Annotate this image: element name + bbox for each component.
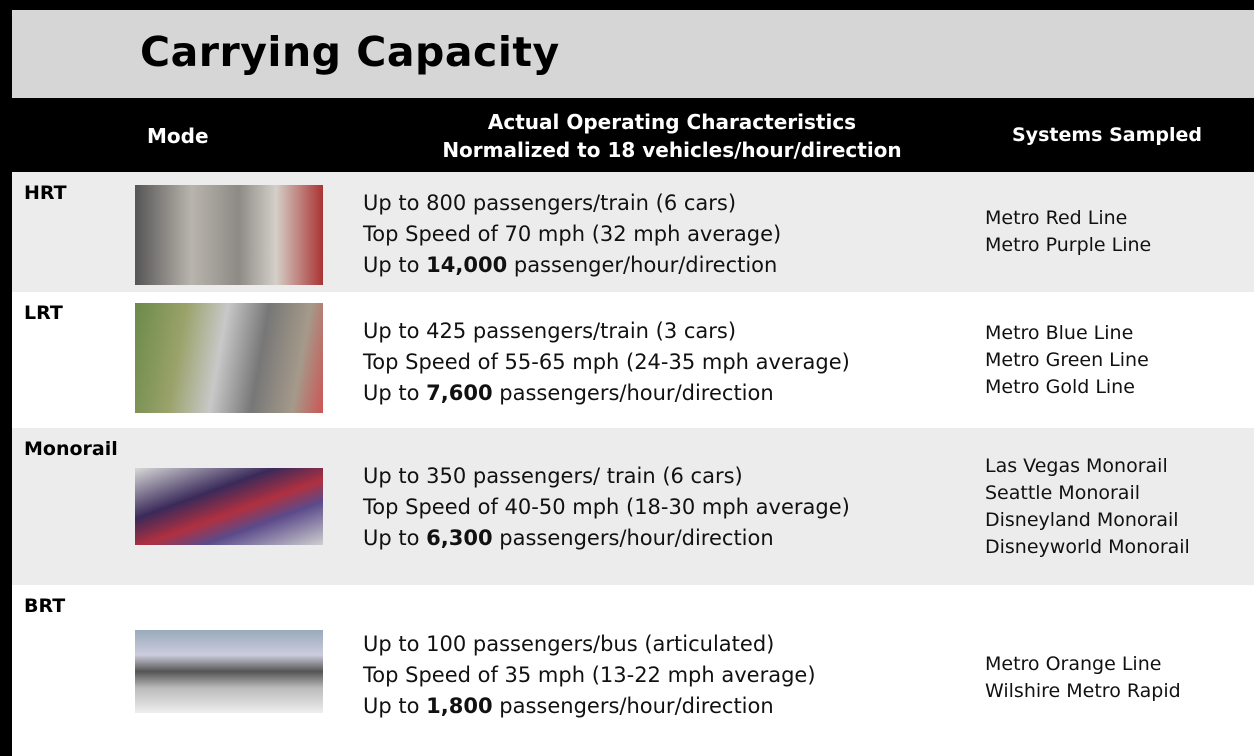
capacity-line: Up to 7,600 passengers/hour/direction bbox=[363, 378, 850, 409]
mode-label: Monorail bbox=[24, 438, 118, 460]
characteristic-line: Top Speed of 70 mph (32 mph average) bbox=[363, 222, 782, 246]
capacity-line: Up to 1,800 passengers/hour/direction bbox=[363, 691, 816, 722]
system-name: Wilshire Metro Rapid bbox=[985, 680, 1181, 702]
capacity-suffix: passenger/hour/direction bbox=[507, 253, 778, 277]
title: Carrying Capacity bbox=[140, 28, 560, 76]
capacity-suffix: passengers/hour/direction bbox=[492, 694, 774, 718]
characteristics: Up to 800 passengers/train (6 cars) Top S… bbox=[363, 188, 781, 281]
characteristic-line: Up to 350 passengers/ train (6 cars) bbox=[363, 464, 743, 488]
characteristic-line: Top Speed of 35 mph (13-22 mph average) bbox=[363, 663, 816, 687]
capacity-suffix: passengers/hour/direction bbox=[492, 526, 774, 550]
header-mode: Mode bbox=[147, 124, 209, 148]
system-name: Metro Orange Line bbox=[985, 653, 1162, 675]
systems-list: Metro Orange Line Wilshire Metro Rapid bbox=[985, 651, 1181, 705]
system-name: Metro Blue Line bbox=[985, 322, 1134, 344]
capacity-prefix: Up to bbox=[363, 526, 427, 550]
capacity-value: 1,800 bbox=[426, 694, 493, 718]
capacity-value: 14,000 bbox=[426, 253, 508, 277]
capacity-prefix: Up to bbox=[363, 381, 427, 405]
capacity-suffix: passengers/hour/direction bbox=[492, 381, 774, 405]
vehicle-photo bbox=[135, 185, 323, 285]
characteristics: Up to 100 passengers/bus (articulated) To… bbox=[363, 629, 816, 722]
system-name: Disneyworld Monorail bbox=[985, 536, 1190, 558]
title-band bbox=[12, 10, 1254, 98]
characteristic-line: Up to 800 passengers/train (6 cars) bbox=[363, 191, 737, 215]
system-name: Metro Purple Line bbox=[985, 234, 1152, 256]
frame bbox=[0, 0, 1254, 10]
header-line: Normalized to 18 vehicles/hour/direction bbox=[442, 138, 902, 162]
vehicle-photo bbox=[135, 630, 323, 713]
table-header: Mode Actual Operating Characteristics No… bbox=[12, 98, 1254, 172]
header-systems: Systems Sampled bbox=[1012, 124, 1202, 146]
characteristic-line: Top Speed of 55-65 mph (24-35 mph averag… bbox=[363, 350, 850, 374]
system-name: Las Vegas Monorail bbox=[985, 455, 1168, 477]
systems-list: Metro Blue Line Metro Green Line Metro Gol… bbox=[985, 320, 1149, 401]
mode-label: BRT bbox=[24, 595, 66, 617]
capacity-value: 7,600 bbox=[426, 381, 493, 405]
mode-label: LRT bbox=[24, 302, 63, 324]
characteristics: Up to 350 passengers/ train (6 cars) Top … bbox=[363, 461, 850, 554]
table-row: Monorail Up to 350 passengers/ train (6 c… bbox=[12, 428, 1254, 585]
system-name: Metro Red Line bbox=[985, 207, 1128, 229]
systems-list: Las Vegas Monorail Seattle Monorail Disney… bbox=[985, 453, 1190, 561]
system-name: Metro Gold Line bbox=[985, 376, 1135, 398]
capacity-line: Up to 14,000 passenger/hour/direction bbox=[363, 250, 781, 281]
header-line: Actual Operating Characteristics bbox=[487, 110, 857, 134]
vehicle-photo bbox=[135, 468, 323, 545]
characteristic-line: Up to 425 passengers/train (3 cars) bbox=[363, 319, 737, 343]
vehicle-photo bbox=[135, 303, 323, 413]
frame bbox=[0, 0, 12, 756]
capacity-prefix: Up to bbox=[363, 253, 427, 277]
characteristic-line: Up to 100 passengers/bus (articulated) bbox=[363, 632, 775, 656]
systems-list: Metro Red Line Metro Purple Line bbox=[985, 205, 1151, 259]
header-characteristics: Actual Operating Characteristics Normali… bbox=[372, 108, 972, 164]
capacity-prefix: Up to bbox=[363, 694, 427, 718]
system-name: Disneyland Monorail bbox=[985, 509, 1179, 531]
mode-label: HRT bbox=[24, 182, 67, 204]
table-row: BRT Up to 100 passengers/bus (articulated… bbox=[12, 585, 1254, 756]
characteristics: Up to 425 passengers/train (3 cars) Top S… bbox=[363, 316, 850, 409]
capacity-line: Up to 6,300 passengers/hour/direction bbox=[363, 523, 850, 554]
table-row: LRT Up to 425 passengers/train (3 cars) To… bbox=[12, 292, 1254, 428]
system-name: Metro Green Line bbox=[985, 349, 1149, 371]
table-row: HRT Up to 800 passengers/train (6 cars) To… bbox=[12, 172, 1254, 292]
characteristic-line: Top Speed of 40-50 mph (18-30 mph averag… bbox=[363, 495, 850, 519]
capacity-value: 6,300 bbox=[426, 526, 493, 550]
system-name: Seattle Monorail bbox=[985, 482, 1140, 504]
